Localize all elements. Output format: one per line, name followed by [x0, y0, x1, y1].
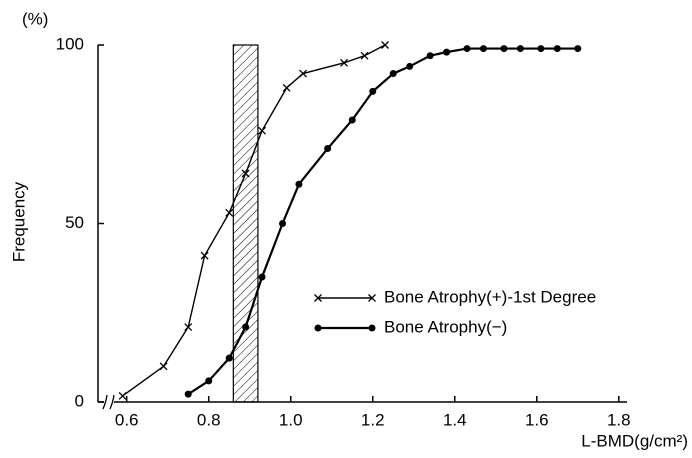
dot-marker — [324, 145, 332, 153]
x-tick-label: 1.0 — [279, 410, 303, 429]
dot-marker — [537, 45, 545, 53]
x-marker — [368, 294, 376, 302]
x-tick-label: 1.2 — [361, 410, 385, 429]
dot-marker — [389, 70, 397, 78]
x-marker — [159, 362, 168, 371]
x-marker — [225, 208, 234, 217]
dot-marker — [184, 390, 192, 398]
dot-marker — [279, 220, 287, 227]
series-line — [122, 44, 386, 397]
dot-marker — [574, 45, 582, 53]
x-marker — [360, 51, 369, 60]
legend-label: Bone Atrophy(+)-1st Degree — [384, 287, 596, 306]
x-marker — [381, 41, 390, 49]
x-axis-label: L-BMD(g/cm²) — [581, 431, 688, 450]
dot-marker — [348, 116, 356, 124]
dot-marker — [205, 377, 213, 385]
x-tick-label: 0.8 — [197, 410, 221, 429]
dot-marker — [369, 87, 377, 95]
x-marker — [118, 391, 127, 400]
dot-marker — [258, 273, 266, 281]
x-marker — [340, 58, 349, 67]
dot-marker — [463, 45, 471, 53]
y-tick-label: 100 — [56, 34, 84, 53]
dot-marker — [500, 45, 508, 53]
dot-marker — [406, 62, 414, 70]
dot-marker — [225, 354, 233, 362]
x-marker — [200, 251, 209, 260]
x-marker — [314, 294, 322, 302]
dot-marker — [443, 48, 451, 56]
axis-break — [102, 394, 115, 410]
dot-marker — [479, 45, 487, 53]
axis-break-gap — [104, 396, 114, 408]
dot-marker — [553, 45, 561, 53]
dot-marker — [368, 324, 376, 332]
x-marker — [241, 169, 250, 178]
dot-marker — [242, 323, 250, 331]
x-tick-label: 0.6 — [115, 410, 139, 429]
x-marker — [184, 323, 193, 331]
y-tick-label: 0 — [75, 391, 84, 410]
dot-marker — [426, 52, 434, 60]
x-marker — [282, 83, 291, 92]
x-tick-label: 1.6 — [525, 410, 549, 429]
x-tick-label: 1.8 — [607, 410, 631, 429]
x-marker — [258, 126, 266, 135]
y-tick-label: 50 — [65, 213, 84, 232]
dot-marker — [295, 180, 303, 188]
legend-label: Bone Atrophy(−) — [384, 317, 507, 336]
dot-marker — [516, 45, 524, 53]
x-marker — [299, 69, 307, 78]
y-axis-label: Frequency — [9, 181, 28, 262]
shaded-band — [232, 44, 259, 403]
x-tick-label: 1.4 — [443, 410, 467, 429]
y-unit: (%) — [22, 9, 48, 28]
dot-marker — [314, 324, 322, 332]
